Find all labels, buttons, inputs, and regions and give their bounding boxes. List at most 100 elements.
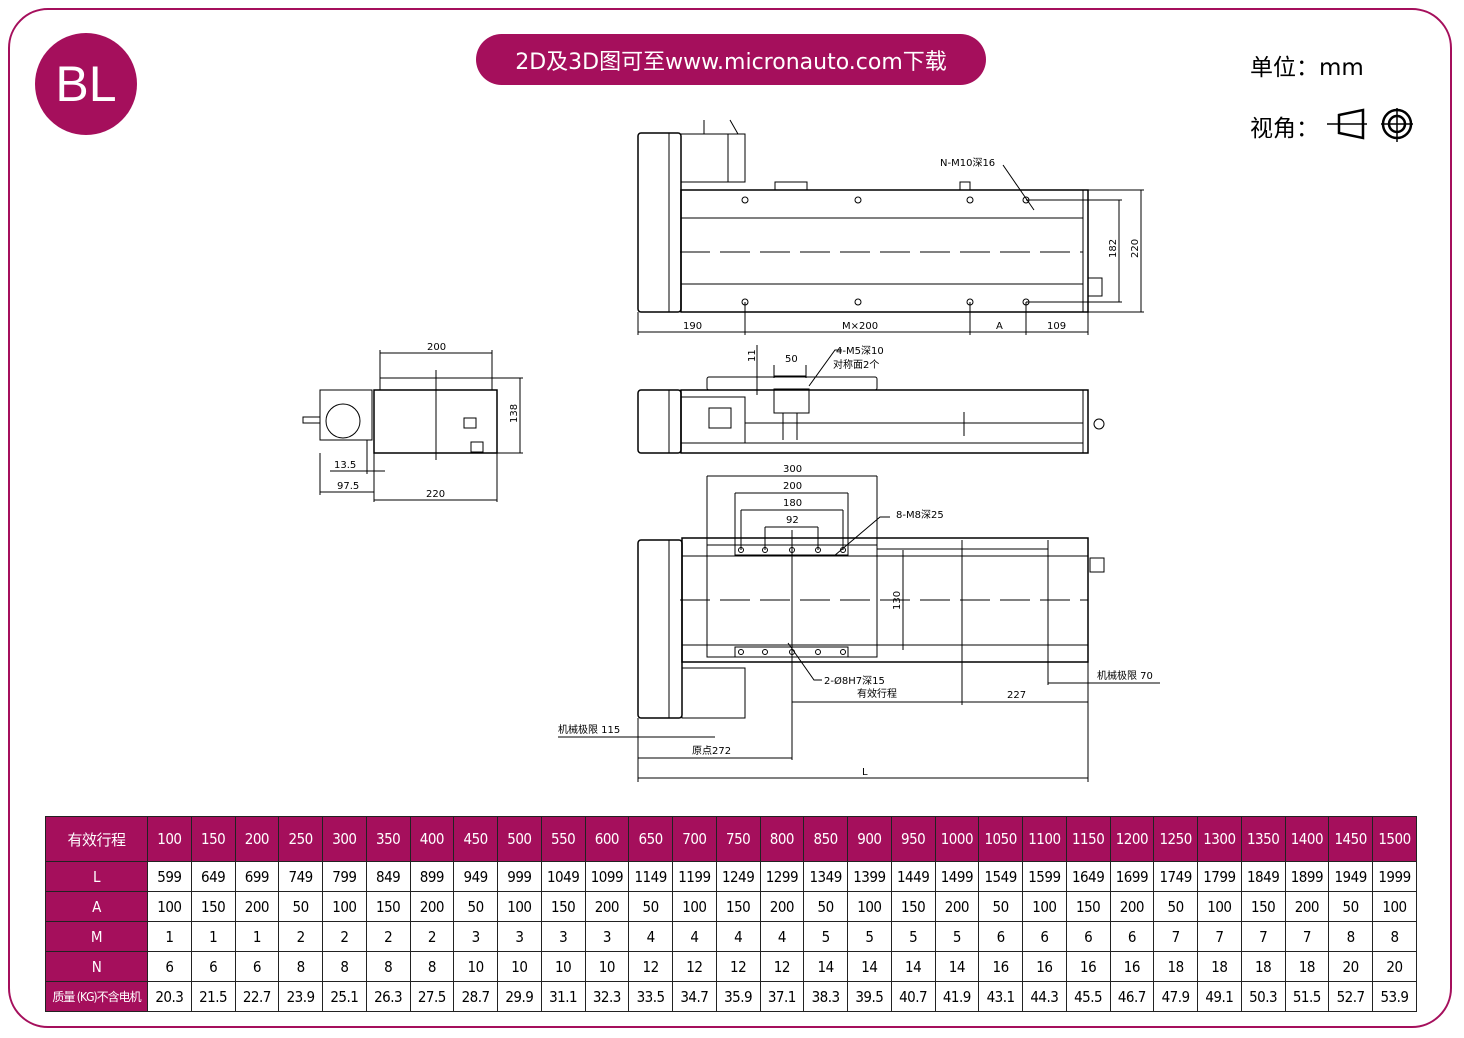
table-cell: 6 — [147, 951, 192, 982]
table-cell: 4 — [628, 921, 673, 952]
table-cell: 23.9 — [278, 981, 323, 1012]
table-cell: 7 — [1153, 921, 1198, 952]
table-cell: 44.3 — [1022, 981, 1067, 1012]
top-view — [637, 119, 1144, 335]
table-cell: 50 — [978, 891, 1023, 922]
table-cell: 18 — [1153, 951, 1198, 982]
table-cell: 799 — [322, 861, 367, 892]
table-row: N 6 6 6 8 8 8 8 10 10 10 10 12 12 12 12 14 14 14 14 16 16 16 16… — [45, 951, 1417, 982]
table-cell: 500 — [497, 816, 542, 862]
table-cell: 650 — [628, 816, 673, 862]
table-cell: 50 — [803, 891, 848, 922]
table-cell: 51.5 — [1284, 981, 1330, 1012]
table-cell: 100 — [497, 891, 542, 922]
table-cell: 3 — [497, 921, 542, 952]
view-angle: 视角： — [1250, 106, 1415, 146]
table-cell: 950 — [890, 816, 936, 862]
table-cell: 1849 — [1240, 861, 1286, 892]
table-cell: 22.7 — [234, 981, 280, 1012]
table-cell: 16 — [1022, 951, 1067, 982]
table-cell: 12 — [759, 951, 805, 982]
table-cell: 300 — [322, 816, 367, 862]
table-cell: 43.1 — [978, 981, 1023, 1012]
table-cell: 10 — [453, 951, 498, 982]
view-label: 视角： — [1250, 116, 1319, 142]
table-cell: 20.3 — [147, 981, 192, 1012]
table-cell: 14 — [803, 951, 848, 982]
bottom-tap-note: 8-M8深25 — [896, 509, 944, 521]
table-cell: 16 — [1109, 951, 1155, 982]
table-cell: 150 — [190, 816, 236, 862]
end-dim-13-5: 13.5 — [334, 460, 356, 471]
table-cell: 1400 — [1284, 816, 1330, 862]
table-cell: 699 — [234, 861, 280, 892]
table-cell: 50 — [1328, 891, 1373, 922]
download-banner[interactable]: 2D及3D图可至www.micronauto.com下载 — [476, 34, 986, 85]
table-cell: 1199 — [672, 861, 717, 892]
table-cell: 5 — [847, 921, 892, 952]
row-header: M — [45, 921, 148, 952]
mech-limit-115: 机械极限 115 — [558, 723, 620, 736]
table-cell: 8 — [409, 951, 455, 982]
row-header: A — [45, 891, 148, 922]
table-cell: 1599 — [1022, 861, 1067, 892]
table-cell: 200 — [584, 891, 630, 922]
bottom-dim-300: 300 — [783, 464, 802, 475]
table-cell: 8 — [1328, 921, 1373, 952]
dim-m200: M×200 — [842, 321, 878, 332]
carriage-holes — [738, 547, 846, 655]
table-cell: 50 — [628, 891, 673, 922]
table-cell: 10 — [497, 951, 542, 982]
side-tap-note-2: 对称面2个 — [833, 358, 879, 371]
table-cell: 150 — [1240, 891, 1286, 922]
mounting-holes — [741, 196, 1030, 306]
table-cell: 1249 — [715, 861, 761, 892]
table-cell: 29.9 — [497, 981, 542, 1012]
table-cell: 150 — [365, 891, 411, 922]
table-cell: 27.5 — [409, 981, 455, 1012]
table-cell: 38.3 — [803, 981, 848, 1012]
table-cell: 100 — [847, 891, 892, 922]
table-cell: 1 — [234, 921, 280, 952]
table-cell: 1649 — [1065, 861, 1111, 892]
table-cell: 6 — [190, 951, 236, 982]
table-cell: 39.5 — [847, 981, 892, 1012]
bottom-dim-92: 92 — [786, 515, 799, 526]
dim-50: 50 — [785, 354, 798, 365]
table-cell: 250 — [278, 816, 323, 862]
table-cell: 800 — [759, 816, 805, 862]
table-cell: 2 — [322, 921, 367, 952]
table-cell: 1449 — [890, 861, 936, 892]
table-cell: 1349 — [803, 861, 848, 892]
table-cell: 649 — [190, 861, 236, 892]
table-cell: 1 — [147, 921, 192, 952]
table-row: 质量 (KG)不含电机 20.3 21.5 22.7 23.9 25.1 26.3 27.5 2… — [45, 981, 1417, 1012]
table-cell: 6 — [1065, 921, 1111, 952]
table-cell: 7 — [1197, 921, 1242, 952]
bottom-view — [558, 475, 1160, 782]
table-cell: 700 — [672, 816, 717, 862]
technical-drawing: N-M10深16 190 M×200 A 109 182 220 4-M5深10… — [302, 119, 1160, 782]
table-cell: 45.5 — [1065, 981, 1111, 1012]
table-cell: 100 — [322, 891, 367, 922]
table-cell: 37.1 — [759, 981, 805, 1012]
dim-109: 109 — [1047, 321, 1066, 332]
table-cell: 50 — [453, 891, 498, 922]
table-cell: 1050 — [978, 816, 1023, 862]
row-header: L — [45, 861, 148, 892]
table-row: A 100 150 200 50 100 150 200 50 100 150 200 50 100 150… — [45, 891, 1417, 922]
table-cell: 1250 — [1153, 816, 1198, 862]
pin-note: 2-Ø8H7深15 — [824, 675, 885, 687]
table-cell: 5 — [934, 921, 980, 952]
table-cell: 18 — [1284, 951, 1330, 982]
table-cell: 20 — [1372, 951, 1417, 982]
table-cell: 200 — [759, 891, 805, 922]
table-cell: 14 — [890, 951, 936, 982]
table-cell: 26.3 — [365, 981, 411, 1012]
table-cell: 749 — [278, 861, 323, 892]
dim-182: 182 — [1108, 239, 1119, 258]
table-cell: 7 — [1284, 921, 1330, 952]
end-dim-220: 220 — [426, 489, 445, 500]
end-dim-97-5: 97.5 — [337, 481, 359, 492]
table-cell: 2 — [409, 921, 455, 952]
